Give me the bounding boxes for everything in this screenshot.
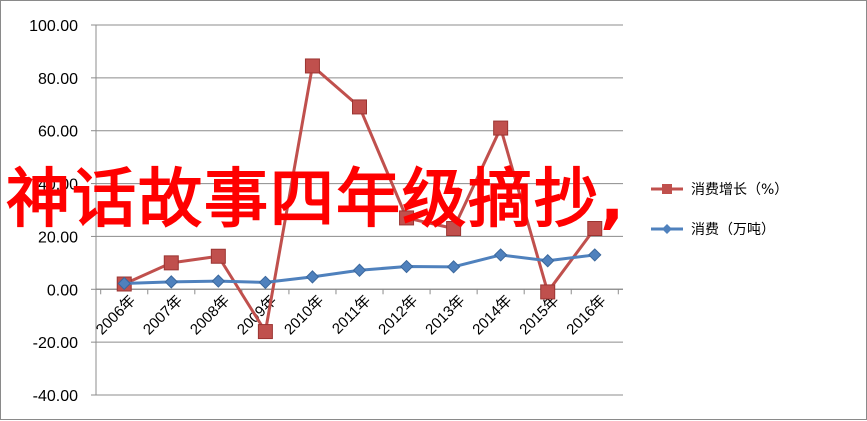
data-point <box>352 263 367 277</box>
x-tick-label: 2014年 <box>469 292 515 338</box>
y-tick-label: -20.00 <box>33 335 78 352</box>
x-tick-label: 2008年 <box>187 292 233 338</box>
data-point <box>540 284 556 300</box>
legend-marker <box>662 184 672 194</box>
x-tick-label: 2015年 <box>516 292 562 338</box>
x-tick-label: 2006年 <box>93 292 139 338</box>
y-tick-label: -40.00 <box>33 388 78 405</box>
data-point <box>305 270 320 284</box>
series-layer <box>116 58 603 340</box>
y-tick-label: 40.00 <box>38 177 78 194</box>
data-point <box>210 248 226 264</box>
legend: 消费增长（%） 消费（万吨） <box>651 182 788 238</box>
y-tick-label: 20.00 <box>38 229 78 246</box>
data-point <box>493 248 508 262</box>
overlay-title: 神话故事四年级摘抄, <box>6 163 627 237</box>
data-point <box>588 248 602 262</box>
x-axis-ticks: 2006年 2007年 2008年 2009年 2010年 2011年 2012年 2013年… <box>93 292 610 338</box>
axes <box>95 25 623 395</box>
data-point <box>446 221 462 236</box>
data-point <box>446 260 461 274</box>
y-axis-ticks: 100.00 80.00 60.00 40.00 20.00 0.00 -20.00 -40.… <box>29 18 78 405</box>
data-point <box>163 255 179 271</box>
x-tick-label: 2009年 <box>234 292 280 338</box>
x-tick-label: 2007年 <box>140 292 186 338</box>
data-point <box>258 275 273 290</box>
x-tick-label: 2013年 <box>422 292 468 338</box>
data-point <box>399 259 414 274</box>
data-point <box>117 276 131 291</box>
data-point <box>493 120 509 136</box>
x-tick-label: 2016年 <box>563 292 609 338</box>
legend-label: 消费（万吨） <box>691 222 775 238</box>
y-tick-label: 80.00 <box>38 71 78 88</box>
data-point <box>164 275 178 289</box>
data-point <box>352 99 367 115</box>
y-tick-label: 60.00 <box>38 124 78 141</box>
x-tick-label: 2012年 <box>375 292 421 338</box>
data-point <box>399 210 415 226</box>
x-tick-label: 2010年 <box>281 292 327 338</box>
data-point <box>211 274 226 288</box>
y-tick-label: 100.00 <box>29 18 78 35</box>
x-tick-label: 2011年 <box>329 292 374 337</box>
y-tick-label: 0.00 <box>47 282 78 299</box>
legend-label: 消费增长（%） <box>691 182 788 198</box>
legend-marker <box>662 224 672 234</box>
data-point <box>304 58 320 74</box>
data-point <box>257 324 273 340</box>
data-point <box>587 221 603 236</box>
data-point <box>541 254 555 268</box>
